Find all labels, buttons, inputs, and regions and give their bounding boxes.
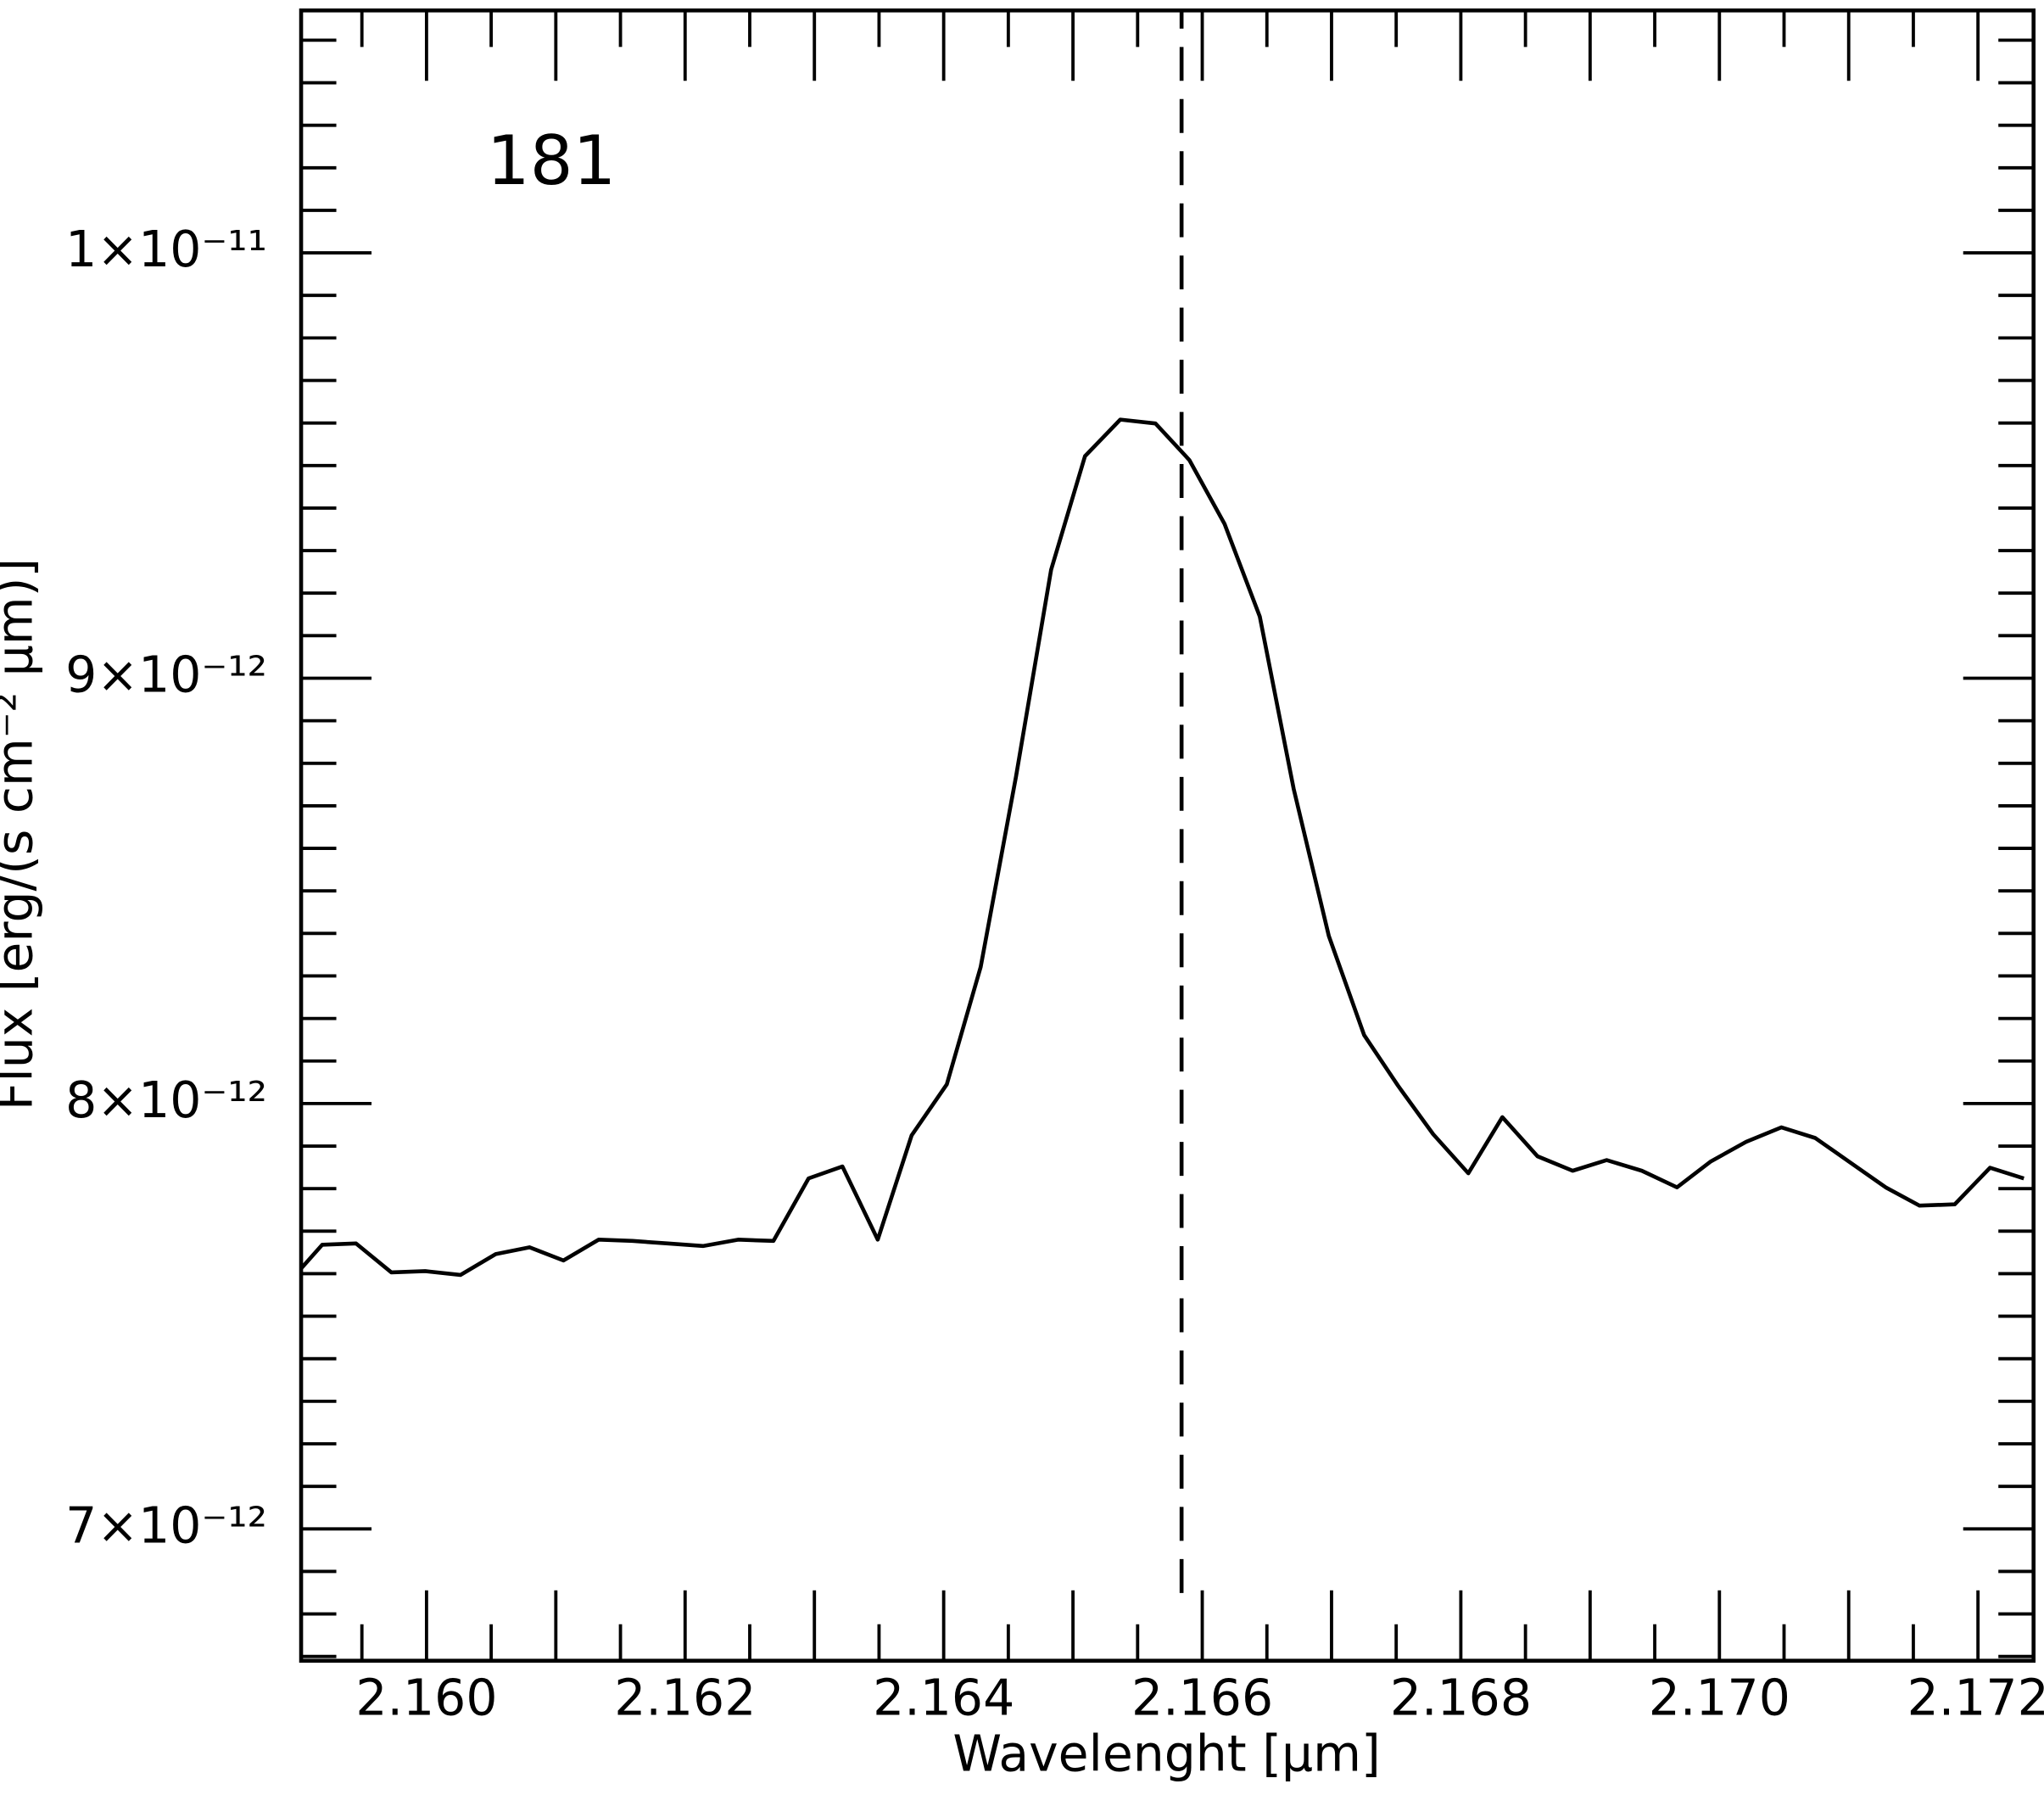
- x-tick-label: 2.172: [1907, 1669, 2044, 1726]
- x-tick-label: 2.170: [1649, 1669, 1790, 1726]
- y-tick-label: 8×10⁻¹²: [65, 1071, 267, 1129]
- plot-frame: [299, 8, 2036, 1664]
- x-tick-label: 2.168: [1390, 1669, 1532, 1726]
- x-axis-label: Wavelenght [μm]: [952, 1725, 1380, 1783]
- y-tick-label: 7×10⁻¹²: [65, 1496, 267, 1554]
- data-line: [301, 417, 2024, 1278]
- y-axis-label: Flux [erg/(s cm⁻² μm)]: [0, 558, 44, 1110]
- x-tick-label: 2.166: [1131, 1669, 1273, 1726]
- annotation: 181: [487, 121, 617, 200]
- x-tick-label: 2.162: [614, 1669, 756, 1726]
- y-tick-label: 9×10⁻¹²: [65, 646, 267, 704]
- y-tick-label: 1×10⁻¹¹: [65, 221, 267, 278]
- x-tick-label: 2.160: [355, 1669, 497, 1726]
- x-tick-label: 2.164: [873, 1669, 1014, 1726]
